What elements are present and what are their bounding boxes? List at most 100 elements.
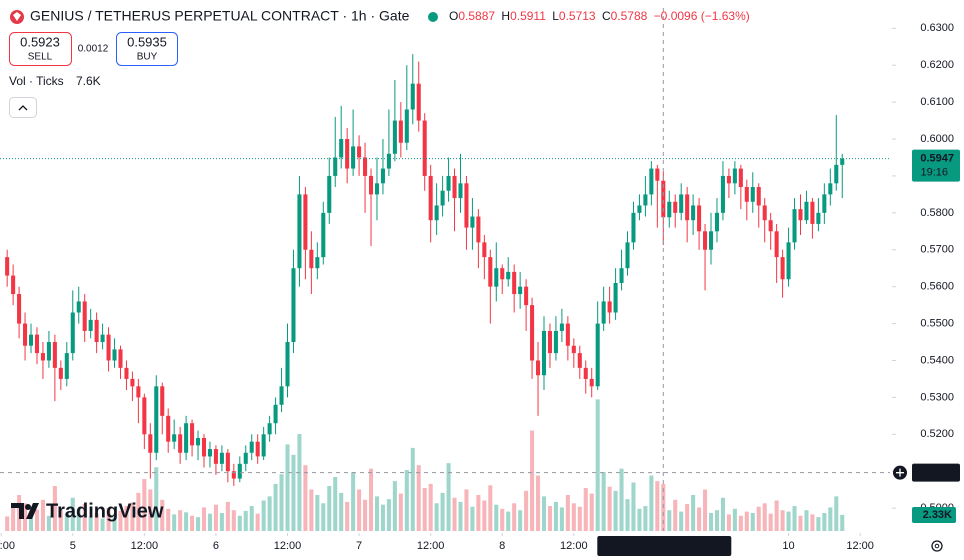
candle-body bbox=[249, 441, 254, 453]
symbol-logo-mark bbox=[13, 12, 21, 21]
volume-bar bbox=[428, 483, 433, 531]
candle-body bbox=[410, 83, 415, 110]
candle-body bbox=[625, 242, 630, 269]
candle-body bbox=[512, 271, 517, 295]
volume-bar bbox=[452, 497, 457, 531]
volume-bar bbox=[750, 512, 755, 531]
volume-bar bbox=[637, 508, 642, 531]
volume-bar bbox=[76, 508, 81, 531]
candle-body bbox=[64, 353, 69, 379]
volume-bar bbox=[619, 468, 624, 531]
volume-bar bbox=[726, 514, 731, 531]
volume-bar bbox=[363, 499, 368, 531]
crosshair-time-box bbox=[597, 536, 732, 556]
symbol-title: GENIUS / TETHERUS PERPETUAL CONTRACT · 1… bbox=[30, 8, 410, 24]
x-tick-label: 12:00 bbox=[417, 540, 445, 552]
volume-bar bbox=[536, 475, 541, 531]
candle-body bbox=[106, 334, 111, 361]
settings-button[interactable] bbox=[931, 540, 943, 552]
crosshair-price-label: 0.5096 bbox=[920, 467, 954, 479]
candle-body bbox=[482, 242, 487, 258]
volume-bar bbox=[756, 506, 761, 531]
crosshair-time-label: 03:00 bbox=[695, 540, 724, 552]
volume-bar bbox=[231, 510, 236, 531]
buy-button[interactable] bbox=[116, 32, 178, 66]
volume-bar bbox=[201, 507, 207, 531]
volume-bar bbox=[82, 503, 87, 531]
candle-body bbox=[649, 168, 654, 195]
volume-bar bbox=[655, 481, 660, 531]
candle-body bbox=[756, 187, 761, 206]
volume-bar bbox=[625, 499, 630, 531]
volume-bar bbox=[583, 488, 588, 531]
collapse-button[interactable] bbox=[9, 97, 37, 118]
candle-body bbox=[34, 334, 40, 354]
buy-label: BUY bbox=[137, 52, 158, 63]
volume-bar bbox=[207, 513, 212, 531]
candle-body bbox=[321, 212, 326, 258]
volume-bar bbox=[237, 515, 242, 531]
volume-bar bbox=[213, 504, 218, 531]
sell-button[interactable] bbox=[9, 32, 72, 66]
volume-bar bbox=[547, 506, 552, 531]
x-tick-label: 10 bbox=[782, 540, 794, 552]
candle-body bbox=[786, 242, 791, 280]
volume-bar bbox=[732, 508, 737, 531]
volume-bar bbox=[386, 499, 391, 531]
settings-icon bbox=[934, 543, 940, 549]
candle-body bbox=[154, 386, 159, 453]
candle-body bbox=[434, 205, 439, 221]
candle-body bbox=[94, 319, 99, 343]
volume-bar bbox=[285, 444, 290, 531]
volume-bar bbox=[470, 506, 475, 531]
volume-title: Vol · Ticks bbox=[9, 74, 64, 88]
volume-bar bbox=[321, 503, 326, 531]
volume-bar bbox=[708, 512, 714, 531]
volume-bar bbox=[243, 510, 248, 531]
volume-bar bbox=[595, 399, 600, 531]
crosshair-date-label: Sat 09 May '26 bbox=[605, 540, 681, 552]
candle-body bbox=[23, 323, 28, 346]
candle-body bbox=[285, 342, 290, 387]
candle-body bbox=[446, 175, 451, 191]
volume-bar bbox=[786, 511, 791, 531]
volume-bar bbox=[166, 508, 171, 531]
y-tick-label: 0.5600 bbox=[920, 281, 954, 293]
candle-body bbox=[333, 157, 338, 176]
volume-bar bbox=[506, 511, 511, 531]
volume-bar bbox=[70, 497, 75, 531]
volume-bar bbox=[219, 512, 224, 531]
candle-body bbox=[661, 180, 666, 218]
volume-bar bbox=[673, 499, 678, 531]
volume-bar bbox=[440, 492, 445, 531]
ohlc-value: 0.5887 bbox=[458, 9, 495, 23]
y-tick-label: 0.6100 bbox=[920, 96, 954, 108]
countdown-label: 19:16 bbox=[920, 166, 948, 178]
volume-bar bbox=[458, 501, 463, 531]
candle-body bbox=[834, 164, 839, 184]
y-tick-label: 0.5200 bbox=[920, 428, 954, 440]
volume-bar bbox=[482, 500, 487, 531]
candle-body bbox=[714, 212, 720, 232]
candle-body bbox=[810, 201, 815, 224]
candle-body bbox=[679, 194, 684, 213]
volume-bar bbox=[804, 510, 809, 531]
candle-body bbox=[416, 83, 421, 121]
volume-bar bbox=[601, 472, 606, 531]
candle-body bbox=[428, 175, 433, 221]
candle-body bbox=[732, 168, 737, 184]
candle-body bbox=[494, 268, 499, 287]
volume-bar bbox=[255, 513, 260, 531]
volume-bar bbox=[196, 517, 201, 531]
candle-body bbox=[422, 120, 427, 176]
volume-bar bbox=[142, 479, 147, 531]
candle-body bbox=[488, 257, 493, 287]
volume-bar bbox=[303, 465, 308, 531]
volume-bar bbox=[112, 517, 117, 531]
candle-body bbox=[112, 349, 117, 361]
candle-body bbox=[673, 201, 678, 213]
volume-bar bbox=[23, 503, 28, 531]
volume-bar bbox=[225, 501, 230, 531]
volume-bar bbox=[279, 474, 284, 531]
x-tick-label: 5 bbox=[70, 540, 76, 552]
